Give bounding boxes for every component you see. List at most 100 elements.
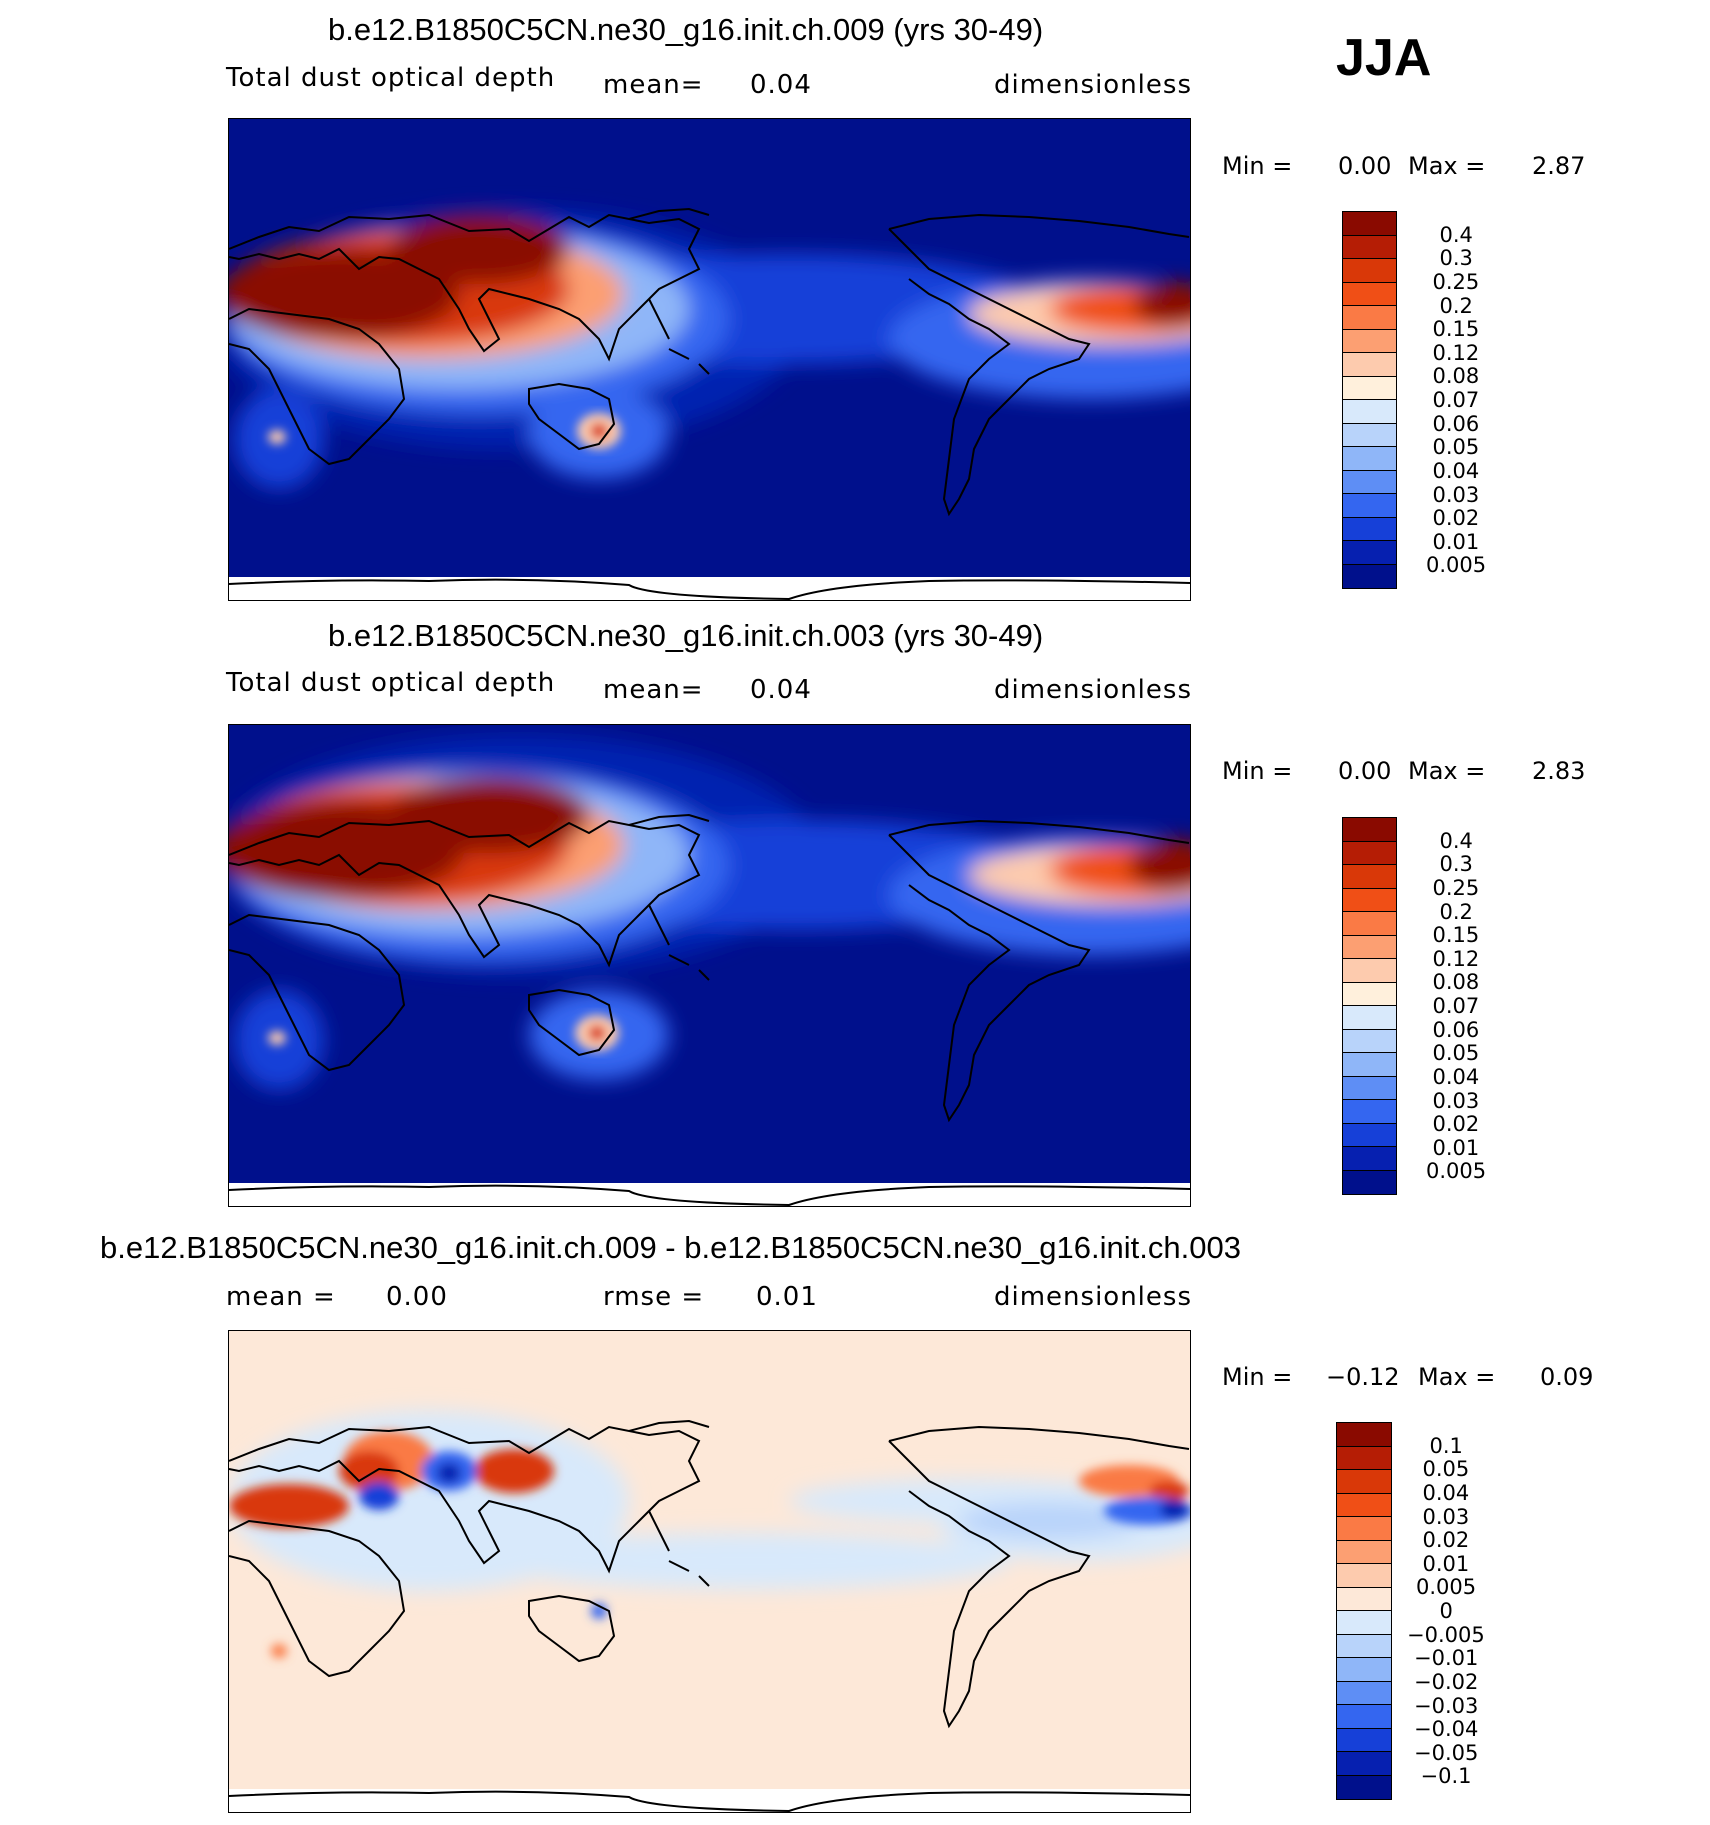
colorbar-segment (1337, 1728, 1391, 1752)
colorbar-segment (1343, 818, 1396, 842)
panel1-max-label: Max = (1408, 152, 1486, 180)
colorbar-label: 0.03 (1432, 1088, 1480, 1113)
panel2-map (228, 724, 1191, 1207)
colorbar-segment (1343, 841, 1396, 865)
panel1-units: dimensionless (994, 70, 1192, 100)
panel3-max-label: Max = (1418, 1363, 1496, 1391)
panel1-min-value: 0.00 (1338, 152, 1392, 180)
colorbar-segment (1337, 1587, 1391, 1611)
colorbar-segment (1337, 1705, 1391, 1729)
colorbar-label: 0.25 (1432, 875, 1480, 900)
colorbar-segment (1343, 447, 1396, 471)
colorbar-segment (1343, 564, 1396, 588)
panel2-min-label: Min = (1222, 757, 1293, 785)
colorbar-label: 0 (1439, 1599, 1453, 1623)
season-label: JJA (1336, 29, 1432, 87)
colorbar-label: 0.3 (1439, 852, 1473, 877)
colorbar-segment (1343, 1076, 1396, 1100)
colorbar-label: 0.005 (1426, 553, 1487, 578)
panel1-max-value: 2.87 (1532, 152, 1586, 180)
colorbar-segment (1343, 259, 1396, 283)
colorbar-segment (1343, 1006, 1396, 1030)
panel2-max-value: 2.83 (1532, 757, 1586, 785)
colorbar-segment (1343, 935, 1396, 959)
panel2-units: dimensionless (994, 675, 1192, 705)
panel2-mean-label: mean= (603, 675, 704, 705)
colorbar-segment (1343, 212, 1396, 236)
colorbar-segment (1343, 1053, 1396, 1077)
colorbar-segment (1343, 494, 1396, 518)
colorbar-segment (1337, 1752, 1391, 1776)
panel1-mean-value: 0.04 (750, 70, 812, 100)
colorbar-label: 0.06 (1432, 1017, 1480, 1042)
colorbar-segment (1343, 1029, 1396, 1053)
panel3-rmse-value: 0.01 (756, 1282, 818, 1312)
colorbar-segment (1343, 517, 1396, 541)
panel3-title: b.e12.B1850C5CN.ne30_g16.init.ch.009 - b… (100, 1230, 1241, 1265)
colorbar-segment (1343, 329, 1396, 353)
panel1-map-svg (229, 119, 1190, 600)
colorbar-label: 0.08 (1432, 364, 1480, 389)
panel1-variable: Total dust optical depth (226, 63, 556, 93)
colorbar-segment (1343, 400, 1396, 424)
colorbar-label: −0.02 (1414, 1669, 1479, 1694)
panel2-title: b.e12.B1850C5CN.ne30_g16.init.ch.003 (yr… (328, 618, 1044, 653)
colorbar-segment (1337, 1493, 1391, 1517)
panel2-mean-value: 0.04 (750, 675, 812, 705)
colorbar-label: 0.05 (1422, 1457, 1470, 1482)
colorbar-label: −0.005 (1407, 1622, 1485, 1647)
colorbar-label: 0.08 (1432, 970, 1480, 995)
panel3-units: dimensionless (994, 1282, 1192, 1312)
colorbar-label: 0.02 (1422, 1528, 1470, 1553)
colorbar-segment (1337, 1681, 1391, 1705)
colorbar-label: 0.01 (1432, 1135, 1480, 1160)
colorbar-label: 0.05 (1432, 1041, 1480, 1066)
colorbar-segment (1343, 888, 1396, 912)
colorbar-segment (1343, 235, 1396, 259)
colorbar-segment (1343, 1147, 1396, 1171)
colorbar-label: 0.2 (1439, 899, 1473, 924)
panel3-min-label: Min = (1222, 1363, 1293, 1391)
colorbar-label: −0.04 (1414, 1717, 1479, 1742)
panel2-max-label: Max = (1408, 757, 1486, 785)
panel2-colorbar (1342, 817, 1397, 1195)
panel2-variable: Total dust optical depth (226, 668, 556, 698)
panel2-map-svg (229, 725, 1190, 1206)
colorbar-segment (1343, 423, 1396, 447)
panel3-coastlines (229, 1419, 1190, 1812)
panel3-min-value: −0.12 (1326, 1363, 1400, 1391)
colorbar-label: 0.02 (1432, 1112, 1480, 1137)
colorbar-segment (1343, 282, 1396, 306)
colorbar-segment (1343, 865, 1396, 889)
colorbar-label: 0.4 (1439, 828, 1473, 853)
colorbar-label: 0.01 (1432, 529, 1480, 554)
colorbar-label: 0.04 (1432, 1064, 1480, 1089)
panel3-map-svg (229, 1331, 1190, 1812)
colorbar-segment (1337, 1517, 1391, 1541)
colorbar-label: 0.2 (1439, 293, 1473, 318)
colorbar-segment (1337, 1470, 1391, 1494)
colorbar-label: 0.04 (1422, 1480, 1470, 1505)
panel2-min-value: 0.00 (1338, 757, 1392, 785)
colorbar-label: −0.01 (1414, 1646, 1479, 1671)
panel3-mean-value: 0.00 (386, 1282, 448, 1312)
panel1-colorbar (1342, 211, 1397, 589)
colorbar-label: 0.05 (1432, 435, 1480, 460)
colorbar-label: 0.02 (1432, 506, 1480, 531)
colorbar-label: −0.1 (1420, 1764, 1472, 1789)
colorbar-segment (1343, 912, 1396, 936)
colorbar-segment (1343, 306, 1396, 330)
colorbar-segment (1343, 1170, 1396, 1194)
colorbar-label: 0.06 (1432, 411, 1480, 436)
colorbar-segment (1343, 959, 1396, 983)
panel1-mean-label: mean= (603, 70, 704, 100)
panel3-max-value: 0.09 (1540, 1363, 1594, 1391)
colorbar-label: 0.07 (1432, 388, 1480, 412)
colorbar-label: 0.1 (1429, 1433, 1463, 1458)
colorbar-segment (1337, 1423, 1391, 1447)
colorbar-label: 0.4 (1439, 222, 1473, 247)
colorbar-label: −0.03 (1414, 1693, 1479, 1718)
colorbar-label: 0.03 (1422, 1504, 1470, 1529)
colorbar-segment (1337, 1775, 1391, 1799)
colorbar-label: 0.15 (1432, 923, 1480, 948)
